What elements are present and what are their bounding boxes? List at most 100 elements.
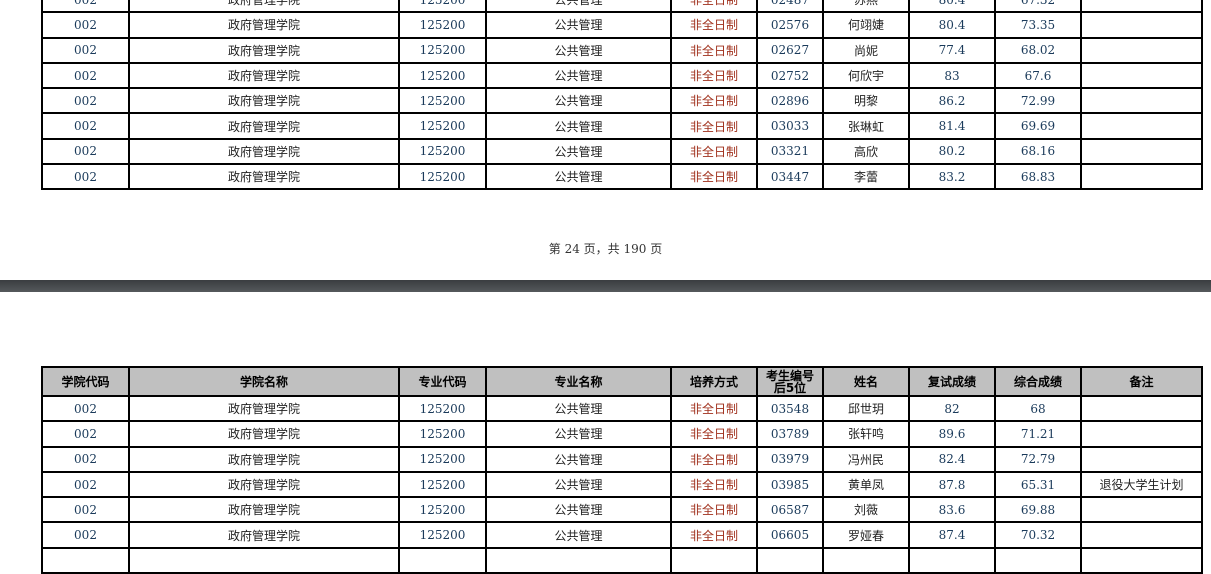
cell-college-name: 政府管理学院	[128, 496, 400, 524]
cell-retest-score: 81.4	[908, 112, 996, 140]
cell-study-mode: 非全日制	[670, 420, 758, 448]
cell-total-score: 68.83	[994, 163, 1082, 191]
cell-candidate-id	[756, 546, 824, 574]
cell-total-score: 65.31	[994, 470, 1082, 499]
cell-college-name: 政府管理学院	[128, 470, 400, 499]
cell-name: 罗娅春	[822, 521, 910, 549]
header-college-code: 学院代码	[41, 366, 130, 397]
cell-name: 明黎	[822, 87, 910, 115]
cell-retest-score: 87.8	[908, 470, 996, 499]
header-total-score: 综合成绩	[994, 366, 1082, 397]
cell-remarks	[1080, 394, 1203, 423]
cell-remarks	[1080, 496, 1203, 524]
cell-major-code: 125200	[398, 470, 487, 499]
cell-college-code: 002	[41, 163, 130, 191]
cell-college-name: 政府管理学院	[128, 394, 400, 423]
cell-total-score: 72.79	[994, 445, 1082, 473]
cell-total-score: 70.32	[994, 521, 1082, 549]
cell-name: 黄单凤	[822, 470, 910, 499]
cell-college-code: 002	[41, 420, 130, 448]
cell-study-mode: 非全日制	[670, 137, 758, 166]
cell-study-mode: 非全日制	[670, 0, 758, 14]
cell-major-code: 125200	[398, 496, 487, 524]
cell-major-name: 公共管理	[485, 163, 672, 191]
cell-major-code: 125200	[398, 137, 487, 166]
cell-college-code: 002	[41, 445, 130, 473]
cell-retest-score: 82	[908, 394, 996, 423]
cell-remarks	[1080, 546, 1203, 574]
cell-remarks	[1080, 0, 1203, 14]
cell-college-name: 政府管理学院	[128, 61, 400, 90]
header-name: 姓名	[822, 366, 910, 397]
cell-major-code: 125200	[398, 112, 487, 140]
cell-total-score: 68.16	[994, 137, 1082, 166]
cell-major-name: 公共管理	[485, 112, 672, 140]
cell-name: 邱世玥	[822, 394, 910, 423]
cell-remarks	[1080, 112, 1203, 140]
cell-remarks: 退役大学生计划	[1080, 470, 1203, 499]
cell-total-score: 69.69	[994, 112, 1082, 140]
page-separator	[0, 280, 1211, 292]
cell-retest-score: 80.2	[908, 137, 996, 166]
cell-college-code: 002	[41, 470, 130, 499]
cell-college-name: 政府管理学院	[128, 36, 400, 64]
cell-study-mode: 非全日制	[670, 61, 758, 90]
cell-retest-score: 86.2	[908, 87, 996, 115]
cell-name: 何翊婕	[822, 11, 910, 39]
table-row: 002 政府管理学院 125200 公共管理 非全日制 03789 张轩鸣 89.6 71.21	[41, 420, 1203, 448]
cell-total-score: 72.99	[994, 87, 1082, 115]
table-row: 002 政府管理学院 125200 公共管理 非全日制 02627 尚妮 77.4 68.02	[41, 36, 1203, 64]
cell-name: 苏燕	[822, 0, 910, 14]
table-row: 002 政府管理学院 125200 公共管理 非全日制 02896 明黎 86.2 72.99	[41, 87, 1203, 115]
cell-remarks	[1080, 137, 1203, 166]
cell-total-score: 67.6	[994, 61, 1082, 90]
admissions-table-page-24: 002政府管理学院125200公共管理非全日制02487苏燕80.467.320…	[41, 0, 1203, 191]
cell-major-code: 125200	[398, 11, 487, 39]
cell-retest-score: 83.2	[908, 163, 996, 191]
cell-major-name: 公共管理	[485, 36, 672, 64]
table-row: 002 政府管理学院 125200 公共管理 非全日制 03979 冯州民 82.4 72.79	[41, 445, 1203, 473]
cell-candidate-id: 06605	[756, 521, 824, 549]
cell-name: 何欣宇	[822, 61, 910, 90]
cell-total-score	[994, 546, 1082, 574]
cell-college-name: 政府管理学院	[128, 137, 400, 166]
cell-remarks	[1080, 11, 1203, 39]
cell-major-name: 公共管理	[485, 137, 672, 166]
table-row: 002 政府管理学院 125200 公共管理 非全日制 03033 张琳虹 81.4 69.69	[41, 112, 1203, 140]
cell-candidate-id: 03979	[756, 445, 824, 473]
cell-study-mode: 非全日制	[670, 36, 758, 64]
cell-study-mode: 非全日制	[670, 11, 758, 39]
cell-major-code: 125200	[398, 36, 487, 64]
cell-total-score: 69.88	[994, 496, 1082, 524]
cell-retest-score: 77.4	[908, 36, 996, 64]
table-row: 002 政府管理学院 125200 公共管理 非全日制 03548 邱世玥 82 68	[41, 394, 1203, 423]
cell-name: 张轩鸣	[822, 420, 910, 448]
cell-major-name: 公共管理	[485, 61, 672, 90]
header-candidate-id: 考生编号 后5位	[756, 366, 824, 397]
header-study-mode: 培养方式	[670, 366, 758, 397]
cell-name	[822, 546, 910, 574]
cell-college-code: 002	[41, 137, 130, 166]
cell-candidate-id: 03789	[756, 420, 824, 448]
cell-major-name: 公共管理	[485, 87, 672, 115]
cell-candidate-id: 02627	[756, 36, 824, 64]
table-row: 002 政府管理学院 125200 公共管理 非全日制 06587 刘薇 83.6 69.88	[41, 496, 1203, 524]
cell-major-name: 公共管理	[485, 521, 672, 549]
cell-major-name: 公共管理	[485, 0, 672, 14]
cell-major-name: 公共管理	[485, 470, 672, 499]
table-row: 002 政府管理学院 125200 公共管理 非全日制 03985 黄单凤 87.8 65.31…	[41, 470, 1203, 499]
cell-major-code: 125200	[398, 445, 487, 473]
cell-college-name: 政府管理学院	[128, 420, 400, 448]
cell-study-mode: 非全日制	[670, 521, 758, 549]
cell-major-name	[485, 546, 672, 574]
cell-total-score: 68.02	[994, 36, 1082, 64]
cell-remarks	[1080, 163, 1203, 191]
cell-college-code: 002	[41, 61, 130, 90]
cell-major-name: 公共管理	[485, 445, 672, 473]
cell-name: 高欣	[822, 137, 910, 166]
cell-total-score: 68	[994, 394, 1082, 423]
cell-name: 张琳虹	[822, 112, 910, 140]
cell-study-mode: 非全日制	[670, 496, 758, 524]
cell-candidate-id: 06587	[756, 496, 824, 524]
cell-study-mode: 非全日制	[670, 163, 758, 191]
